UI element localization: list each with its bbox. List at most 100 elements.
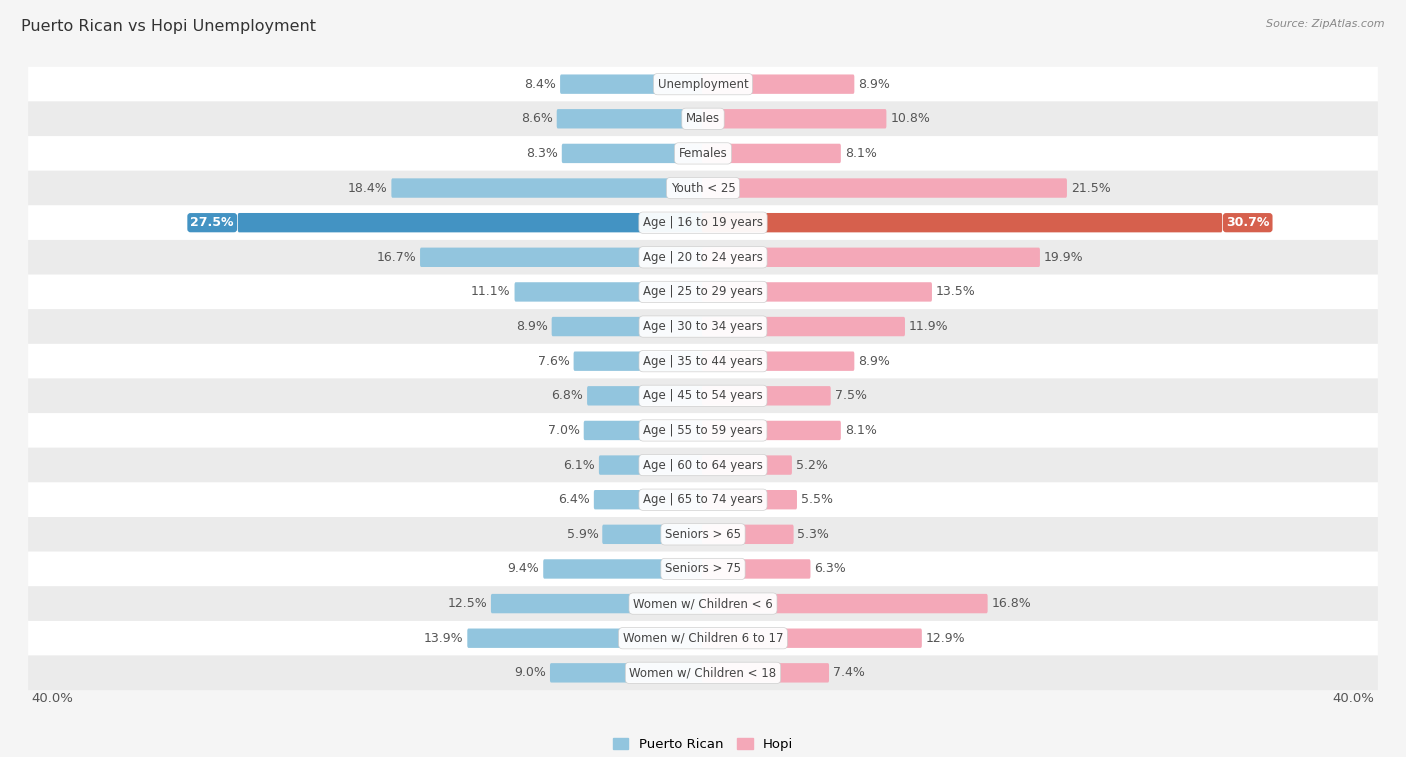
Text: 5.9%: 5.9% (567, 528, 599, 540)
Text: 16.7%: 16.7% (377, 251, 416, 263)
Text: 5.3%: 5.3% (797, 528, 830, 540)
FancyBboxPatch shape (28, 275, 1378, 310)
Text: 16.8%: 16.8% (991, 597, 1031, 610)
FancyBboxPatch shape (702, 109, 886, 129)
FancyBboxPatch shape (702, 317, 905, 336)
Text: 8.6%: 8.6% (522, 112, 553, 126)
FancyBboxPatch shape (702, 490, 797, 509)
FancyBboxPatch shape (593, 490, 704, 509)
FancyBboxPatch shape (562, 144, 704, 163)
FancyBboxPatch shape (702, 663, 830, 683)
FancyBboxPatch shape (702, 594, 987, 613)
FancyBboxPatch shape (588, 386, 704, 406)
FancyBboxPatch shape (583, 421, 704, 440)
Text: 21.5%: 21.5% (1071, 182, 1111, 195)
FancyBboxPatch shape (28, 517, 1378, 552)
Text: Age | 20 to 24 years: Age | 20 to 24 years (643, 251, 763, 263)
Text: Puerto Rican vs Hopi Unemployment: Puerto Rican vs Hopi Unemployment (21, 19, 316, 34)
Text: 13.5%: 13.5% (936, 285, 976, 298)
FancyBboxPatch shape (574, 351, 704, 371)
FancyBboxPatch shape (602, 525, 704, 544)
FancyBboxPatch shape (28, 136, 1378, 171)
Text: 8.4%: 8.4% (524, 78, 557, 91)
Text: 13.9%: 13.9% (423, 631, 464, 645)
FancyBboxPatch shape (702, 282, 932, 301)
FancyBboxPatch shape (702, 456, 792, 475)
FancyBboxPatch shape (515, 282, 704, 301)
FancyBboxPatch shape (28, 552, 1378, 586)
Text: 8.1%: 8.1% (845, 424, 876, 437)
Text: 8.9%: 8.9% (516, 320, 548, 333)
Text: 6.1%: 6.1% (564, 459, 595, 472)
Text: Age | 25 to 29 years: Age | 25 to 29 years (643, 285, 763, 298)
Text: 5.5%: 5.5% (801, 494, 832, 506)
Text: 40.0%: 40.0% (1333, 693, 1375, 706)
FancyBboxPatch shape (28, 447, 1378, 482)
FancyBboxPatch shape (28, 378, 1378, 413)
FancyBboxPatch shape (491, 594, 704, 613)
Text: Seniors > 75: Seniors > 75 (665, 562, 741, 575)
FancyBboxPatch shape (550, 663, 704, 683)
Text: 30.7%: 30.7% (1226, 217, 1270, 229)
Text: 11.1%: 11.1% (471, 285, 510, 298)
Text: 19.9%: 19.9% (1043, 251, 1084, 263)
FancyBboxPatch shape (28, 205, 1378, 240)
Text: 7.4%: 7.4% (832, 666, 865, 679)
FancyBboxPatch shape (702, 248, 1040, 267)
Text: Unemployment: Unemployment (658, 78, 748, 91)
Text: 6.4%: 6.4% (558, 494, 591, 506)
FancyBboxPatch shape (557, 109, 704, 129)
FancyBboxPatch shape (467, 628, 704, 648)
Text: Age | 16 to 19 years: Age | 16 to 19 years (643, 217, 763, 229)
FancyBboxPatch shape (702, 213, 1222, 232)
Text: Women w/ Children 6 to 17: Women w/ Children 6 to 17 (623, 631, 783, 645)
Text: 12.5%: 12.5% (447, 597, 486, 610)
FancyBboxPatch shape (702, 351, 855, 371)
FancyBboxPatch shape (420, 248, 704, 267)
FancyBboxPatch shape (238, 213, 704, 232)
Text: 7.6%: 7.6% (538, 355, 569, 368)
Text: 9.4%: 9.4% (508, 562, 540, 575)
Text: 8.3%: 8.3% (526, 147, 558, 160)
FancyBboxPatch shape (28, 413, 1378, 447)
Text: Women w/ Children < 6: Women w/ Children < 6 (633, 597, 773, 610)
Text: 5.2%: 5.2% (796, 459, 828, 472)
Text: Age | 55 to 59 years: Age | 55 to 59 years (643, 424, 763, 437)
FancyBboxPatch shape (28, 101, 1378, 136)
Text: 11.9%: 11.9% (908, 320, 949, 333)
FancyBboxPatch shape (28, 656, 1378, 690)
Text: Women w/ Children < 18: Women w/ Children < 18 (630, 666, 776, 679)
Text: Age | 60 to 64 years: Age | 60 to 64 years (643, 459, 763, 472)
FancyBboxPatch shape (391, 179, 704, 198)
FancyBboxPatch shape (702, 144, 841, 163)
Text: Source: ZipAtlas.com: Source: ZipAtlas.com (1267, 19, 1385, 29)
FancyBboxPatch shape (702, 559, 810, 578)
Text: Age | 45 to 54 years: Age | 45 to 54 years (643, 389, 763, 402)
FancyBboxPatch shape (28, 344, 1378, 378)
FancyBboxPatch shape (28, 621, 1378, 656)
FancyBboxPatch shape (702, 421, 841, 440)
FancyBboxPatch shape (28, 482, 1378, 517)
FancyBboxPatch shape (28, 67, 1378, 101)
FancyBboxPatch shape (702, 179, 1067, 198)
FancyBboxPatch shape (28, 586, 1378, 621)
Text: Age | 65 to 74 years: Age | 65 to 74 years (643, 494, 763, 506)
FancyBboxPatch shape (599, 456, 704, 475)
Text: 6.8%: 6.8% (551, 389, 583, 402)
Text: Females: Females (679, 147, 727, 160)
Text: Age | 35 to 44 years: Age | 35 to 44 years (643, 355, 763, 368)
Text: Males: Males (686, 112, 720, 126)
Text: 8.1%: 8.1% (845, 147, 876, 160)
FancyBboxPatch shape (560, 74, 704, 94)
FancyBboxPatch shape (702, 74, 855, 94)
Text: 8.9%: 8.9% (858, 355, 890, 368)
Text: 7.5%: 7.5% (835, 389, 866, 402)
Text: Age | 30 to 34 years: Age | 30 to 34 years (643, 320, 763, 333)
Text: 18.4%: 18.4% (347, 182, 388, 195)
Text: Seniors > 65: Seniors > 65 (665, 528, 741, 540)
Text: 9.0%: 9.0% (515, 666, 546, 679)
FancyBboxPatch shape (28, 171, 1378, 205)
Text: 27.5%: 27.5% (190, 217, 233, 229)
Text: 10.8%: 10.8% (890, 112, 931, 126)
FancyBboxPatch shape (28, 240, 1378, 275)
